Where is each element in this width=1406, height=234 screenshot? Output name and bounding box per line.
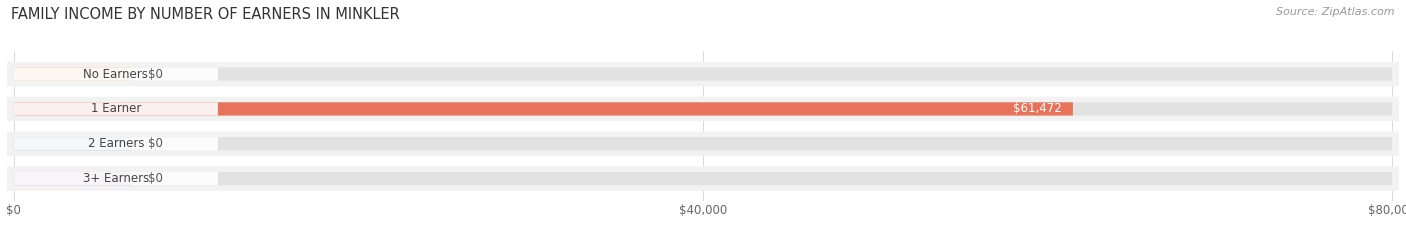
- Text: $0: $0: [148, 137, 163, 150]
- FancyBboxPatch shape: [14, 102, 1392, 116]
- FancyBboxPatch shape: [7, 62, 1399, 86]
- FancyBboxPatch shape: [7, 97, 1399, 121]
- Text: 1 Earner: 1 Earner: [91, 102, 141, 115]
- Text: Source: ZipAtlas.com: Source: ZipAtlas.com: [1277, 7, 1395, 17]
- FancyBboxPatch shape: [7, 132, 1399, 156]
- FancyBboxPatch shape: [14, 137, 218, 150]
- FancyBboxPatch shape: [14, 172, 218, 185]
- Text: $0: $0: [148, 68, 163, 81]
- Text: $61,472: $61,472: [1014, 102, 1062, 115]
- FancyBboxPatch shape: [14, 102, 1073, 116]
- FancyBboxPatch shape: [14, 67, 1392, 81]
- FancyBboxPatch shape: [14, 67, 218, 81]
- FancyBboxPatch shape: [14, 102, 218, 116]
- FancyBboxPatch shape: [14, 67, 131, 81]
- Text: FAMILY INCOME BY NUMBER OF EARNERS IN MINKLER: FAMILY INCOME BY NUMBER OF EARNERS IN MI…: [11, 7, 399, 22]
- Text: $0: $0: [148, 172, 163, 185]
- FancyBboxPatch shape: [14, 137, 131, 150]
- Text: 2 Earners: 2 Earners: [87, 137, 145, 150]
- FancyBboxPatch shape: [14, 172, 1392, 185]
- FancyBboxPatch shape: [14, 137, 1392, 150]
- FancyBboxPatch shape: [7, 166, 1399, 191]
- FancyBboxPatch shape: [14, 172, 131, 185]
- Text: No Earners: No Earners: [83, 68, 149, 81]
- Text: 3+ Earners: 3+ Earners: [83, 172, 149, 185]
